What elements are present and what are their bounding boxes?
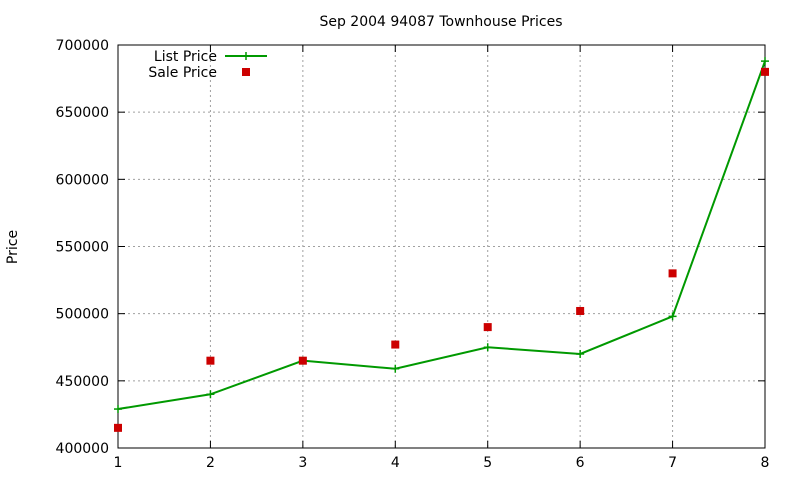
data-point [391, 340, 400, 349]
series-layer [114, 57, 769, 432]
plot-frame [117, 44, 766, 449]
y-tick-label: 500000 [56, 307, 109, 323]
axis-ticks: 400000 450000 500000 550000 600000 650000 7000… [56, 38, 770, 471]
chart-title: Sep 2004 94087 Townhouse Prices [319, 14, 562, 30]
data-point [206, 356, 215, 365]
legend-label: List Price [154, 49, 217, 65]
x-tick-label: 7 [668, 455, 677, 471]
y-tick-label: 700000 [56, 38, 109, 54]
y-tick-label: 550000 [56, 240, 109, 256]
data-point [576, 306, 585, 315]
y-tick-label: 450000 [56, 374, 109, 390]
x-tick-label: 2 [206, 455, 215, 471]
data-point [668, 269, 677, 278]
data-point [114, 423, 122, 432]
data-point [483, 323, 492, 332]
data-point [483, 343, 492, 352]
legend-marker [242, 52, 250, 60]
x-tick-label: 1 [114, 455, 123, 471]
data-point [391, 364, 400, 373]
series-sale-price [114, 67, 769, 432]
data-point [298, 356, 307, 365]
data-point [114, 405, 122, 414]
x-tick-label: 4 [391, 455, 400, 471]
series-line [117, 60, 766, 411]
x-tick-label: 5 [483, 455, 492, 471]
data-point [668, 312, 677, 321]
data-point [761, 57, 769, 66]
y-tick-label: 400000 [56, 441, 109, 457]
x-tick-label: 3 [298, 455, 307, 471]
x-tick-label: 8 [761, 455, 770, 471]
y-axis-title: Price [5, 230, 21, 264]
legend-marker [242, 68, 250, 76]
data-point [206, 390, 215, 399]
grid-lines [118, 45, 765, 448]
data-point [761, 67, 769, 76]
y-tick-label: 650000 [56, 105, 109, 121]
legend-label: Sale Price [148, 65, 217, 81]
y-tick-label: 600000 [56, 172, 109, 188]
x-tick-label: 6 [576, 455, 585, 471]
data-point [576, 349, 585, 358]
